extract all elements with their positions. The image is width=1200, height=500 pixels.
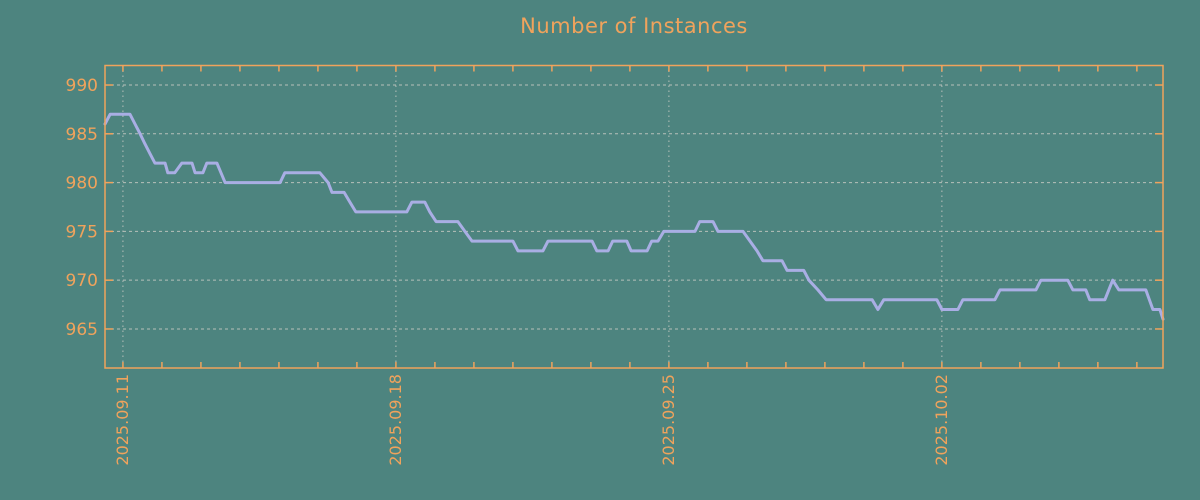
y-axis-label: 965 — [66, 320, 98, 340]
series-line — [103, 112, 1165, 321]
series-instances — [103, 112, 1165, 321]
plot-border-rect — [104, 64, 1164, 369]
y-axis-label: 990 — [66, 76, 98, 96]
y-axis-label: 970 — [66, 271, 98, 291]
plot-border — [104, 64, 1164, 369]
axis-ticks — [105, 65, 1163, 368]
y-axis-label: 980 — [66, 174, 98, 194]
y-axis-label: 985 — [66, 125, 98, 145]
chart-title: Number of Instances — [520, 14, 748, 38]
y-axis-label: 975 — [66, 222, 98, 242]
x-axis-label: 2025.09.18 — [386, 374, 405, 466]
x-axis-label: 2025.09.25 — [659, 374, 678, 466]
gridlines — [105, 65, 1163, 368]
axis-labels: 990 985 980 975 970 965 2025.09.11 2025.09.18 20… — [66, 76, 951, 466]
x-axis-label: 2025.09.11 — [113, 374, 132, 466]
x-axis-label: 2025.10.02 — [932, 374, 951, 466]
